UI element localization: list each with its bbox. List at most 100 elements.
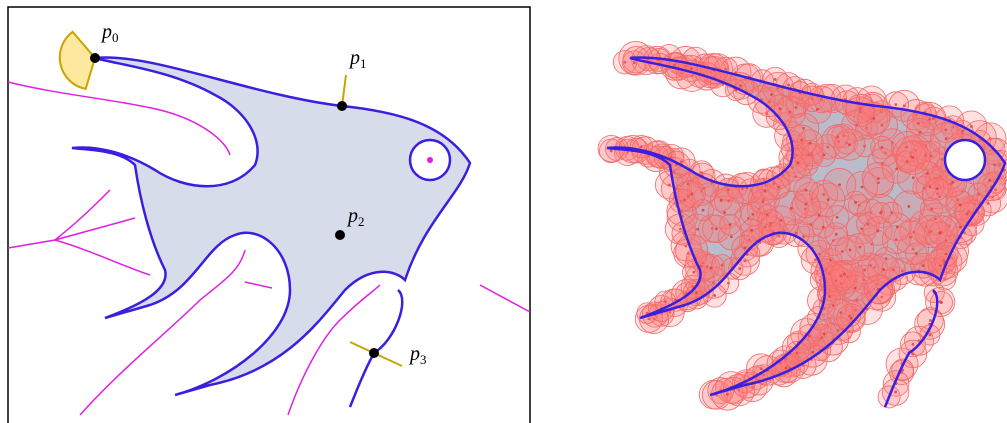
ball-center bbox=[686, 194, 690, 198]
ball-center bbox=[719, 198, 723, 202]
ball-center bbox=[847, 314, 851, 318]
ball-center bbox=[907, 205, 911, 208]
point-label: p2 bbox=[346, 205, 365, 229]
ball-center bbox=[822, 332, 826, 336]
ball-center bbox=[879, 110, 883, 114]
ball-center bbox=[994, 188, 998, 192]
ball-center bbox=[695, 291, 698, 294]
ball-center bbox=[842, 134, 845, 138]
ball-center bbox=[860, 227, 864, 231]
ball-center bbox=[778, 361, 782, 365]
point-label: p3 bbox=[408, 343, 427, 367]
letter: p bbox=[346, 205, 358, 227]
ball-center bbox=[869, 263, 872, 267]
ball-center bbox=[873, 266, 876, 269]
ball-center bbox=[826, 198, 830, 202]
ball-center bbox=[905, 160, 909, 164]
ball-center bbox=[836, 135, 840, 139]
ball-center bbox=[669, 155, 673, 159]
ball-center bbox=[882, 268, 886, 272]
ball-center bbox=[839, 311, 843, 315]
ball-center bbox=[967, 210, 971, 214]
ball-center bbox=[751, 385, 754, 389]
ball-center bbox=[871, 106, 875, 109]
ball-center bbox=[895, 167, 899, 171]
ball-center bbox=[741, 187, 744, 191]
fin-curve bbox=[883, 289, 939, 408]
ball-cover bbox=[597, 41, 1007, 411]
ball-center bbox=[963, 231, 966, 235]
ball-center bbox=[686, 251, 690, 255]
ball-center bbox=[880, 146, 884, 149]
eye bbox=[943, 138, 987, 182]
ball-center bbox=[944, 252, 948, 256]
ball-center bbox=[773, 78, 777, 81]
ball-center bbox=[840, 249, 844, 253]
ball-center bbox=[696, 227, 700, 231]
ball-center bbox=[929, 229, 933, 233]
ball-center bbox=[918, 130, 922, 134]
ball-center bbox=[836, 329, 840, 332]
left-panel: p0 p1 p2 p3 bbox=[7, 6, 531, 423]
ball-center bbox=[810, 97, 814, 101]
ball-center bbox=[709, 266, 713, 270]
ball-center bbox=[770, 93, 773, 96]
ball-center bbox=[849, 316, 853, 320]
ball-center bbox=[839, 274, 843, 278]
ball-center bbox=[723, 211, 726, 214]
ball-center bbox=[820, 336, 824, 339]
ball-center bbox=[863, 268, 867, 272]
ball-center bbox=[668, 310, 672, 314]
ball-center bbox=[788, 110, 792, 114]
ball-center bbox=[727, 199, 731, 203]
point bbox=[335, 230, 345, 240]
ball-center bbox=[933, 217, 937, 221]
ball-center bbox=[804, 188, 808, 192]
ball-center bbox=[746, 216, 750, 220]
frame bbox=[7, 6, 531, 423]
ball-center bbox=[965, 212, 969, 216]
ball-center bbox=[883, 151, 887, 155]
ball-center bbox=[911, 176, 915, 180]
ball-center bbox=[944, 128, 948, 132]
ball-center bbox=[872, 116, 876, 120]
point-label: p0 bbox=[100, 21, 119, 45]
ball-center bbox=[928, 333, 932, 337]
ball-center bbox=[679, 227, 682, 231]
ball-center bbox=[828, 288, 831, 292]
ball-center bbox=[917, 121, 920, 125]
ball-center bbox=[880, 295, 884, 299]
ball-center bbox=[835, 215, 839, 219]
subscript: 3 bbox=[420, 352, 427, 367]
ball-center bbox=[779, 218, 783, 222]
ball-center bbox=[818, 252, 821, 256]
ball-center bbox=[794, 106, 798, 110]
ball-center bbox=[784, 357, 787, 361]
ball-center bbox=[998, 163, 1002, 166]
ball-center bbox=[763, 189, 767, 193]
ball-center bbox=[894, 238, 898, 242]
ball-center bbox=[759, 367, 763, 371]
ball-center bbox=[842, 272, 846, 276]
subscript: 0 bbox=[112, 30, 119, 45]
ball-center bbox=[690, 192, 694, 196]
ball-center bbox=[884, 257, 888, 260]
ball-center bbox=[866, 222, 870, 226]
ball-center bbox=[701, 208, 705, 212]
point bbox=[369, 348, 379, 358]
ball-center bbox=[680, 71, 683, 75]
ball-center bbox=[793, 361, 797, 365]
ball-center bbox=[854, 201, 857, 204]
ball-center bbox=[821, 225, 825, 229]
ball-center bbox=[739, 84, 742, 88]
ball-center bbox=[632, 61, 636, 64]
ball-center bbox=[787, 83, 790, 87]
ball-center bbox=[834, 232, 838, 236]
ball-center bbox=[768, 224, 772, 228]
ball-center bbox=[860, 185, 864, 189]
ball-center bbox=[826, 145, 830, 149]
ball-center bbox=[692, 270, 696, 274]
ball-center bbox=[781, 173, 785, 177]
